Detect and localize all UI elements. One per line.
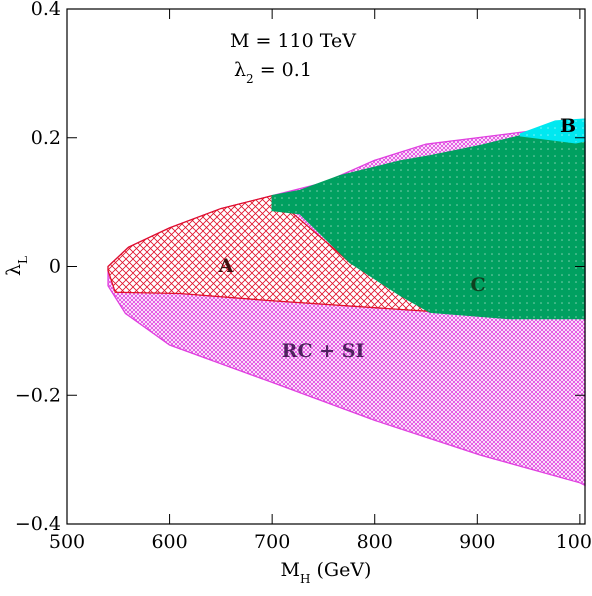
annotation: λ2 = 0.1 [234,59,312,86]
x-axis-label: MH (GeV) [281,559,372,586]
annotation: M = 110 TeV [230,30,356,52]
annotation-part: = 0.1 [254,59,312,81]
region-label: RC + SI [282,340,365,362]
y-tick-label: 0 [49,256,61,278]
x-tick-label: 1000 [556,531,592,553]
x-tick-label: 800 [357,531,393,553]
y-tick-label: −0.2 [15,384,61,406]
region-label: A [218,255,234,277]
x-tick-label: 600 [151,531,187,553]
x-axis-label-part: M [281,559,300,581]
y-axis-label-part: λ [3,264,25,276]
annotation-part: λ [234,59,246,81]
y-axis-label-part: L [16,256,30,264]
x-tick-label: 900 [459,531,495,553]
x-tick-label: 700 [254,531,290,553]
annotation-part: M = 110 TeV [230,30,356,52]
x-tick-label: 500 [49,531,85,553]
region-label: B [560,115,576,137]
y-tick-label: −0.4 [15,513,61,535]
x-axis-label-part: H [300,572,310,586]
region-label: C [470,274,485,296]
annotation-part: 2 [246,72,254,86]
y-tick-label: 0.4 [31,0,61,20]
x-axis-label-part: (GeV) [310,559,371,581]
y-tick-label: 0.2 [31,127,61,149]
y-axis-label: λL [3,256,30,276]
